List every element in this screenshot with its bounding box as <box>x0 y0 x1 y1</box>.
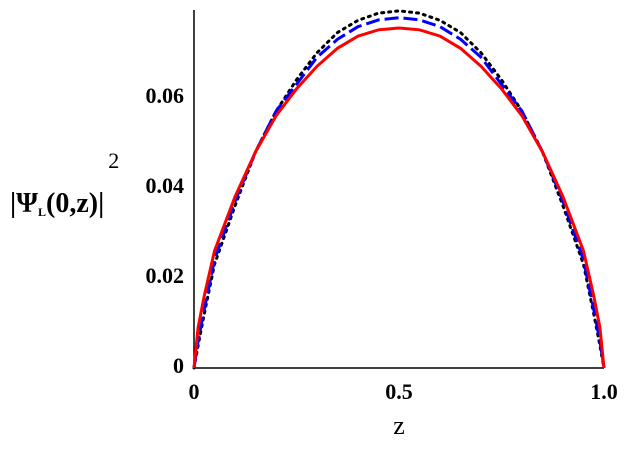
y-tick-label: 0.02 <box>146 263 185 288</box>
y-label-main: |Ψ <box>10 188 38 219</box>
series-line <box>192 9 606 370</box>
series-line <box>192 16 606 369</box>
y-label-sup: 2 <box>108 148 119 173</box>
y-tick-label: 0 <box>173 353 184 378</box>
y-label-sub: L <box>38 205 46 219</box>
y-tick-label: 0.04 <box>146 173 185 198</box>
x-tick-label: 1.0 <box>590 379 618 404</box>
x-axis-label: z <box>393 411 405 440</box>
x-tick-label: 0.5 <box>385 379 413 404</box>
y-axis-label: |ΨL(0,z)|2 <box>10 148 119 219</box>
series-line <box>192 26 606 369</box>
y-tick-label: 0.06 <box>146 83 185 108</box>
x-tick-label: 0 <box>189 379 200 404</box>
y-label-rest: (0,z)| <box>46 188 104 219</box>
